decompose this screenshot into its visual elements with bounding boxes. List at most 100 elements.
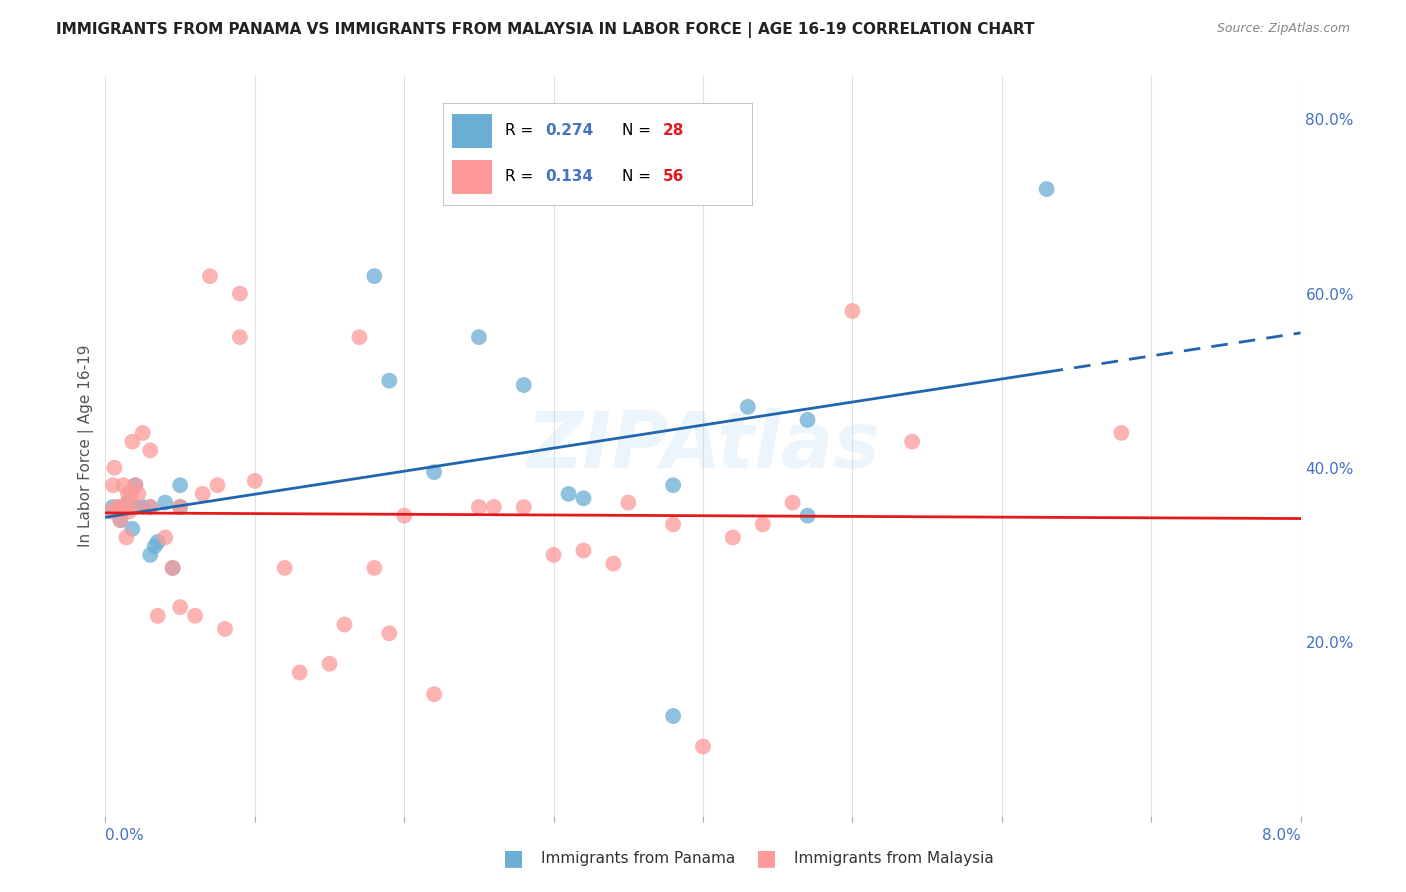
Point	[101, 478, 124, 492]
Point	[363, 269, 385, 284]
Point	[132, 425, 155, 440]
Point	[1035, 182, 1057, 196]
Point	[139, 500, 162, 514]
Point	[146, 534, 169, 549]
Point	[121, 522, 143, 536]
Point	[392, 508, 416, 523]
Text: Immigrants from Panama: Immigrants from Panama	[541, 851, 735, 865]
Text: ■: ■	[503, 848, 523, 868]
Point	[127, 487, 149, 501]
Point	[273, 561, 295, 575]
Text: R =: R =	[505, 169, 538, 185]
Text: 56: 56	[662, 169, 683, 185]
Point	[796, 413, 818, 427]
Point	[901, 434, 924, 449]
Text: R =: R =	[505, 123, 538, 138]
Point	[121, 434, 143, 449]
Point	[468, 500, 491, 514]
Point	[117, 487, 139, 501]
Text: N =: N =	[623, 123, 657, 138]
Point	[482, 500, 505, 514]
Point	[115, 531, 138, 545]
Point	[751, 517, 773, 532]
Point	[572, 491, 595, 506]
Point	[662, 517, 685, 532]
Point	[103, 460, 125, 475]
Point	[101, 500, 124, 514]
Point	[191, 487, 214, 501]
Point	[118, 504, 141, 518]
Point	[98, 504, 121, 518]
Point	[110, 500, 132, 514]
Y-axis label: In Labor Force | Age 16-19: In Labor Force | Age 16-19	[79, 344, 94, 548]
Point	[513, 500, 536, 514]
Text: 8.0%: 8.0%	[1261, 829, 1301, 843]
Point	[662, 478, 685, 492]
Point	[796, 508, 818, 523]
Point	[378, 626, 401, 640]
Point	[423, 687, 446, 701]
Point	[139, 548, 162, 562]
Text: Immigrants from Malaysia: Immigrants from Malaysia	[794, 851, 994, 865]
Point	[1111, 425, 1133, 440]
Text: IMMIGRANTS FROM PANAMA VS IMMIGRANTS FROM MALAYSIA IN LABOR FORCE | AGE 16-19 CO: IMMIGRANTS FROM PANAMA VS IMMIGRANTS FRO…	[56, 22, 1035, 38]
Point	[513, 378, 536, 392]
Point	[162, 561, 184, 575]
Point	[169, 500, 191, 514]
Point	[162, 561, 184, 575]
Point	[146, 608, 169, 623]
Point	[112, 478, 135, 492]
Point	[468, 330, 491, 344]
Point	[120, 487, 142, 501]
Point	[132, 500, 155, 514]
Point	[124, 500, 146, 514]
Point	[333, 617, 356, 632]
Text: Source: ZipAtlas.com: Source: ZipAtlas.com	[1216, 22, 1350, 36]
Point	[153, 531, 177, 545]
Point	[169, 478, 191, 492]
Point	[114, 500, 136, 514]
Point	[229, 330, 252, 344]
Point	[557, 487, 579, 501]
Point	[139, 500, 162, 514]
Point	[117, 495, 139, 509]
Point	[169, 600, 191, 615]
Text: ■: ■	[756, 848, 776, 868]
Text: 0.274: 0.274	[546, 123, 593, 138]
Bar	[453, 114, 492, 148]
Point	[543, 548, 565, 562]
Point	[363, 561, 385, 575]
Point	[243, 474, 266, 488]
Point	[602, 557, 624, 571]
Point	[124, 478, 146, 492]
Point	[214, 622, 236, 636]
Point	[318, 657, 340, 671]
Point	[692, 739, 714, 754]
Point	[378, 374, 401, 388]
Point	[184, 608, 207, 623]
Point	[124, 478, 146, 492]
Point	[229, 286, 252, 301]
Point	[107, 500, 129, 514]
Point	[782, 495, 804, 509]
Point	[169, 500, 191, 514]
Bar	[453, 160, 492, 194]
Point	[143, 539, 166, 553]
Point	[721, 531, 744, 545]
Text: ZIPAtlas: ZIPAtlas	[526, 408, 880, 484]
Point	[617, 495, 640, 509]
Text: 0.0%: 0.0%	[105, 829, 145, 843]
Point	[198, 269, 221, 284]
Point	[572, 543, 595, 558]
Point	[110, 513, 132, 527]
Point	[207, 478, 229, 492]
Text: 0.134: 0.134	[546, 169, 593, 185]
Point	[841, 304, 863, 318]
Point	[139, 443, 162, 458]
Point	[288, 665, 311, 680]
Point	[737, 400, 759, 414]
Point	[153, 495, 177, 509]
Text: 28: 28	[662, 123, 683, 138]
Point	[662, 709, 685, 723]
Text: N =: N =	[623, 169, 657, 185]
